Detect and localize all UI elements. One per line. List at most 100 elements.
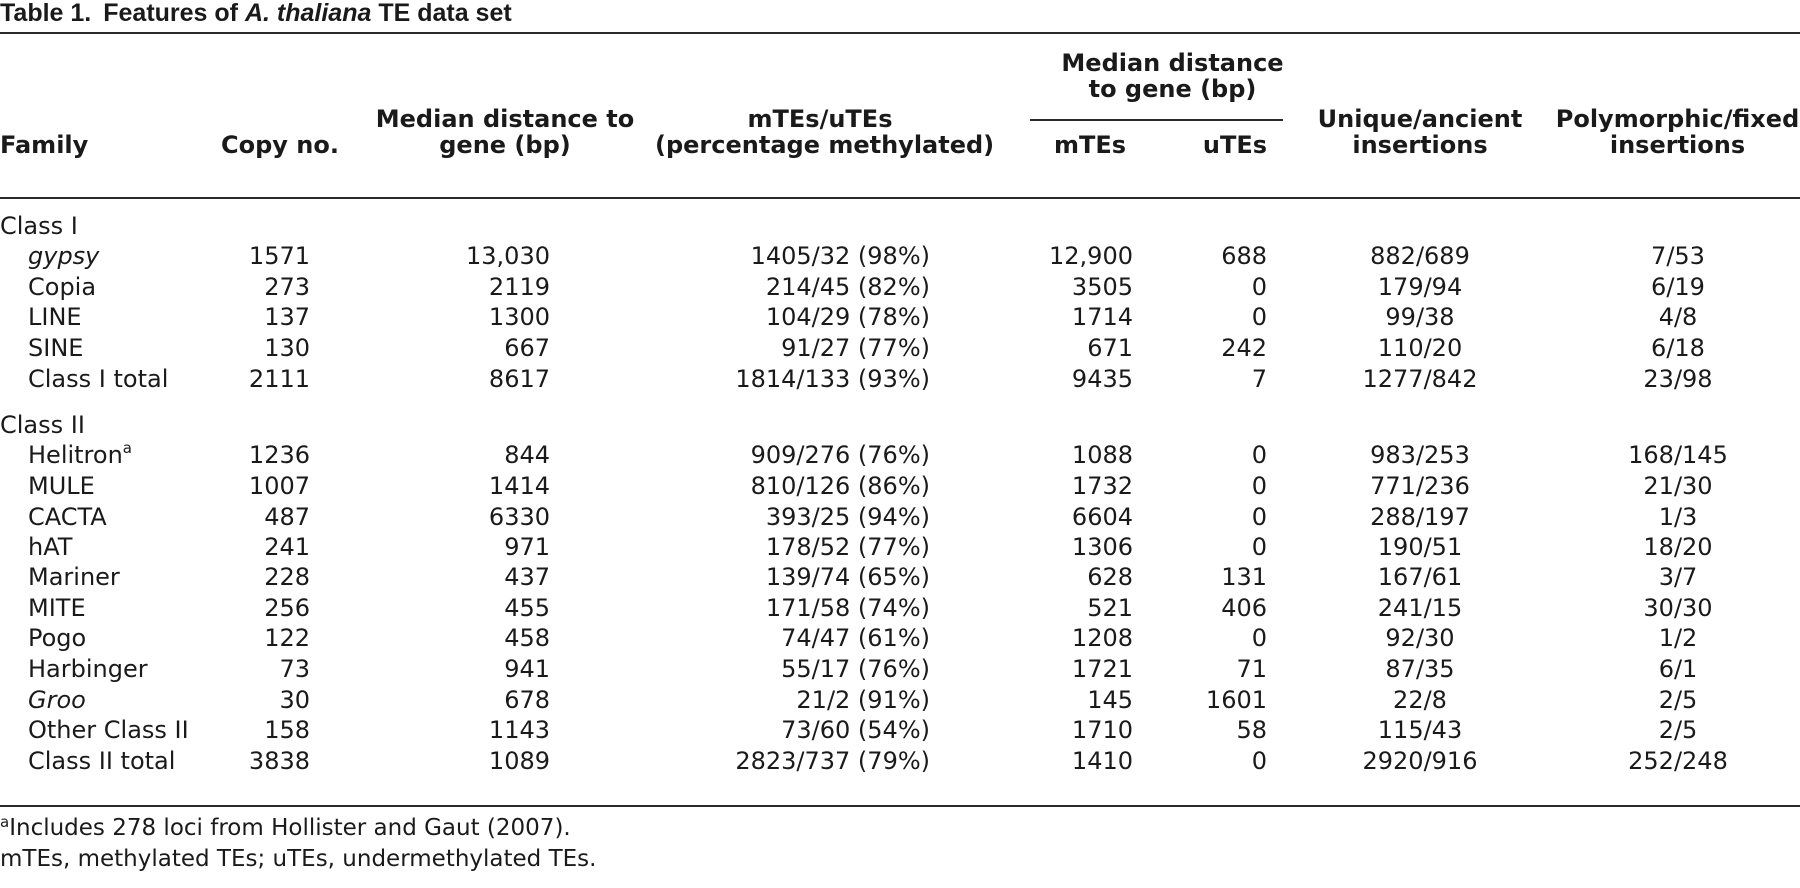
- header-mtes-utes-line2: (percentage methylated): [655, 131, 995, 159]
- cell-copy-no: 137: [264, 303, 310, 331]
- cell-copy-no: 73: [279, 655, 310, 683]
- cell-family: Mariner: [28, 562, 120, 592]
- cell-mtes-utes: 214/45 (82%): [765, 273, 930, 301]
- cell-mtes-distance: 1088: [1071, 441, 1133, 469]
- group-label: Class I: [0, 212, 78, 240]
- cell-polymorphic-fixed: 252/248: [1628, 747, 1728, 775]
- cell-unique-ancient: 190/51: [1377, 533, 1463, 561]
- cell-mtes-utes: 178/52 (77%): [765, 533, 930, 561]
- cell-utes-distance: 0: [1251, 747, 1267, 775]
- cell-utes-distance: 0: [1251, 533, 1267, 561]
- cell-mtes-distance: 1208: [1071, 624, 1133, 652]
- cell-mtes-distance: 145: [1087, 686, 1133, 714]
- cell-copy-no: 1007: [248, 472, 310, 500]
- cell-polymorphic-fixed: 168/145: [1628, 441, 1728, 469]
- cell-mtes-utes: 74/47 (61%): [781, 624, 930, 652]
- cell-utes-distance: 242: [1221, 334, 1267, 362]
- cell-family-text: Pogo: [28, 624, 87, 652]
- cell-mtes-utes: 393/25 (94%): [765, 503, 930, 531]
- header-polymorphic-line2: insertions: [1609, 131, 1746, 159]
- cell-family: MITE: [28, 593, 86, 623]
- group-label: Class II: [0, 411, 85, 439]
- cell-family-text: Helitron: [28, 441, 123, 469]
- cell-polymorphic-fixed: 6/18: [1651, 334, 1705, 362]
- cell-family: Helitrona: [28, 440, 132, 470]
- bottom-rule: [0, 805, 1800, 807]
- cell-family-text: gypsy: [28, 242, 100, 270]
- cell-unique-ancient: 110/20: [1377, 334, 1463, 362]
- cell-family: Pogo: [28, 623, 86, 653]
- cell-mtes-utes: 73/60 (54%): [781, 716, 930, 744]
- footnote-a: aIncludes 278 loci from Hollister and Ga…: [0, 814, 571, 842]
- cell-mtes-distance: 3505: [1071, 273, 1133, 301]
- cell-copy-no: 241: [264, 533, 310, 561]
- header-rule: [0, 197, 1800, 199]
- cell-copy-no: 30: [279, 686, 310, 714]
- cell-polymorphic-fixed: 1/3: [1658, 503, 1698, 531]
- cell-mtes-distance: 628: [1087, 563, 1133, 591]
- cell-family: LINE: [28, 302, 82, 332]
- table-label: Table 1.: [0, 0, 92, 27]
- cell-copy-no: 487: [264, 503, 310, 531]
- cell-utes-distance: 0: [1251, 624, 1267, 652]
- header-mtes-utes-line1: mTEs/uTEs: [747, 105, 893, 133]
- header-family: Family: [0, 131, 89, 159]
- cell-unique-ancient: 22/8: [1393, 686, 1447, 714]
- cell-utes-distance: 7: [1251, 365, 1267, 393]
- cell-polymorphic-fixed: 30/30: [1643, 594, 1713, 622]
- cell-mtes-distance: 1732: [1071, 472, 1133, 500]
- cell-unique-ancient: 179/94: [1377, 273, 1463, 301]
- cell-utes-distance: 0: [1251, 472, 1267, 500]
- cell-family-text: Copia: [28, 273, 97, 301]
- cell-median-distance: 6330: [488, 503, 550, 531]
- cell-median-distance: 971: [504, 533, 550, 561]
- cell-copy-no: 2111: [248, 365, 310, 393]
- title-text-after: TE data set: [371, 0, 512, 27]
- cell-unique-ancient: 983/253: [1370, 441, 1470, 469]
- cell-copy-no: 228: [264, 563, 310, 591]
- cell-family: Other Class II: [28, 715, 189, 745]
- cell-family-text: Class II total: [28, 747, 176, 775]
- cell-mtes-distance: 1710: [1071, 716, 1133, 744]
- cell-mtes-distance: 1306: [1071, 533, 1133, 561]
- cell-polymorphic-fixed: 23/98: [1643, 365, 1713, 393]
- cell-copy-no: 1236: [248, 441, 310, 469]
- cell-median-distance: 1414: [488, 472, 550, 500]
- footnote-a-marker: a: [0, 813, 10, 831]
- cell-utes-distance: 0: [1251, 441, 1267, 469]
- top-rule: [0, 32, 1800, 34]
- cell-family: MULE: [28, 471, 95, 501]
- footnote-abbreviations: mTEs, methylated TEs; uTEs, undermethyla…: [0, 846, 597, 872]
- cell-family: Class I total: [28, 364, 168, 394]
- cell-unique-ancient: 115/43: [1377, 716, 1463, 744]
- cell-mtes-utes: 104/29 (78%): [765, 303, 930, 331]
- cell-mtes-distance: 1721: [1071, 655, 1133, 683]
- cell-median-distance: 844: [504, 441, 550, 469]
- header-unique-line1: Unique/ancient: [1317, 105, 1523, 133]
- cell-median-distance: 667: [504, 334, 550, 362]
- cell-mtes-utes: 810/126 (86%): [750, 472, 930, 500]
- cell-copy-no: 273: [264, 273, 310, 301]
- cell-mtes-distance: 12,900: [1049, 242, 1133, 270]
- cell-unique-ancient: 87/35: [1385, 655, 1455, 683]
- header-mtes: mTEs: [1053, 131, 1127, 159]
- cell-mtes-distance: 671: [1087, 334, 1133, 362]
- header-copy-no: Copy no.: [221, 131, 339, 159]
- footnote-a-text: Includes 278 loci from Hollister and Gau…: [9, 815, 571, 841]
- header-median-distance-line1: Median distance to: [375, 105, 635, 133]
- cell-utes-distance: 1601: [1205, 686, 1267, 714]
- cell-utes-distance: 406: [1221, 594, 1267, 622]
- cell-copy-no: 1571: [248, 242, 310, 270]
- cell-mtes-utes: 55/17 (76%): [781, 655, 930, 683]
- cell-polymorphic-fixed: 21/30: [1643, 472, 1713, 500]
- cell-mtes-utes: 909/276 (76%): [750, 441, 930, 469]
- cell-utes-distance: 0: [1251, 503, 1267, 531]
- table-title: Table 1. Features of A. thaliana TE data …: [0, 0, 512, 30]
- cell-unique-ancient: 2920/916: [1362, 747, 1478, 775]
- cell-polymorphic-fixed: 2/5: [1658, 716, 1698, 744]
- cell-family-text: Mariner: [28, 563, 120, 591]
- header-polymorphic-line1: Polymorphic/fixed: [1555, 105, 1800, 133]
- cell-unique-ancient: 288/197: [1370, 503, 1470, 531]
- cell-median-distance: 455: [504, 594, 550, 622]
- cell-polymorphic-fixed: 2/5: [1658, 686, 1698, 714]
